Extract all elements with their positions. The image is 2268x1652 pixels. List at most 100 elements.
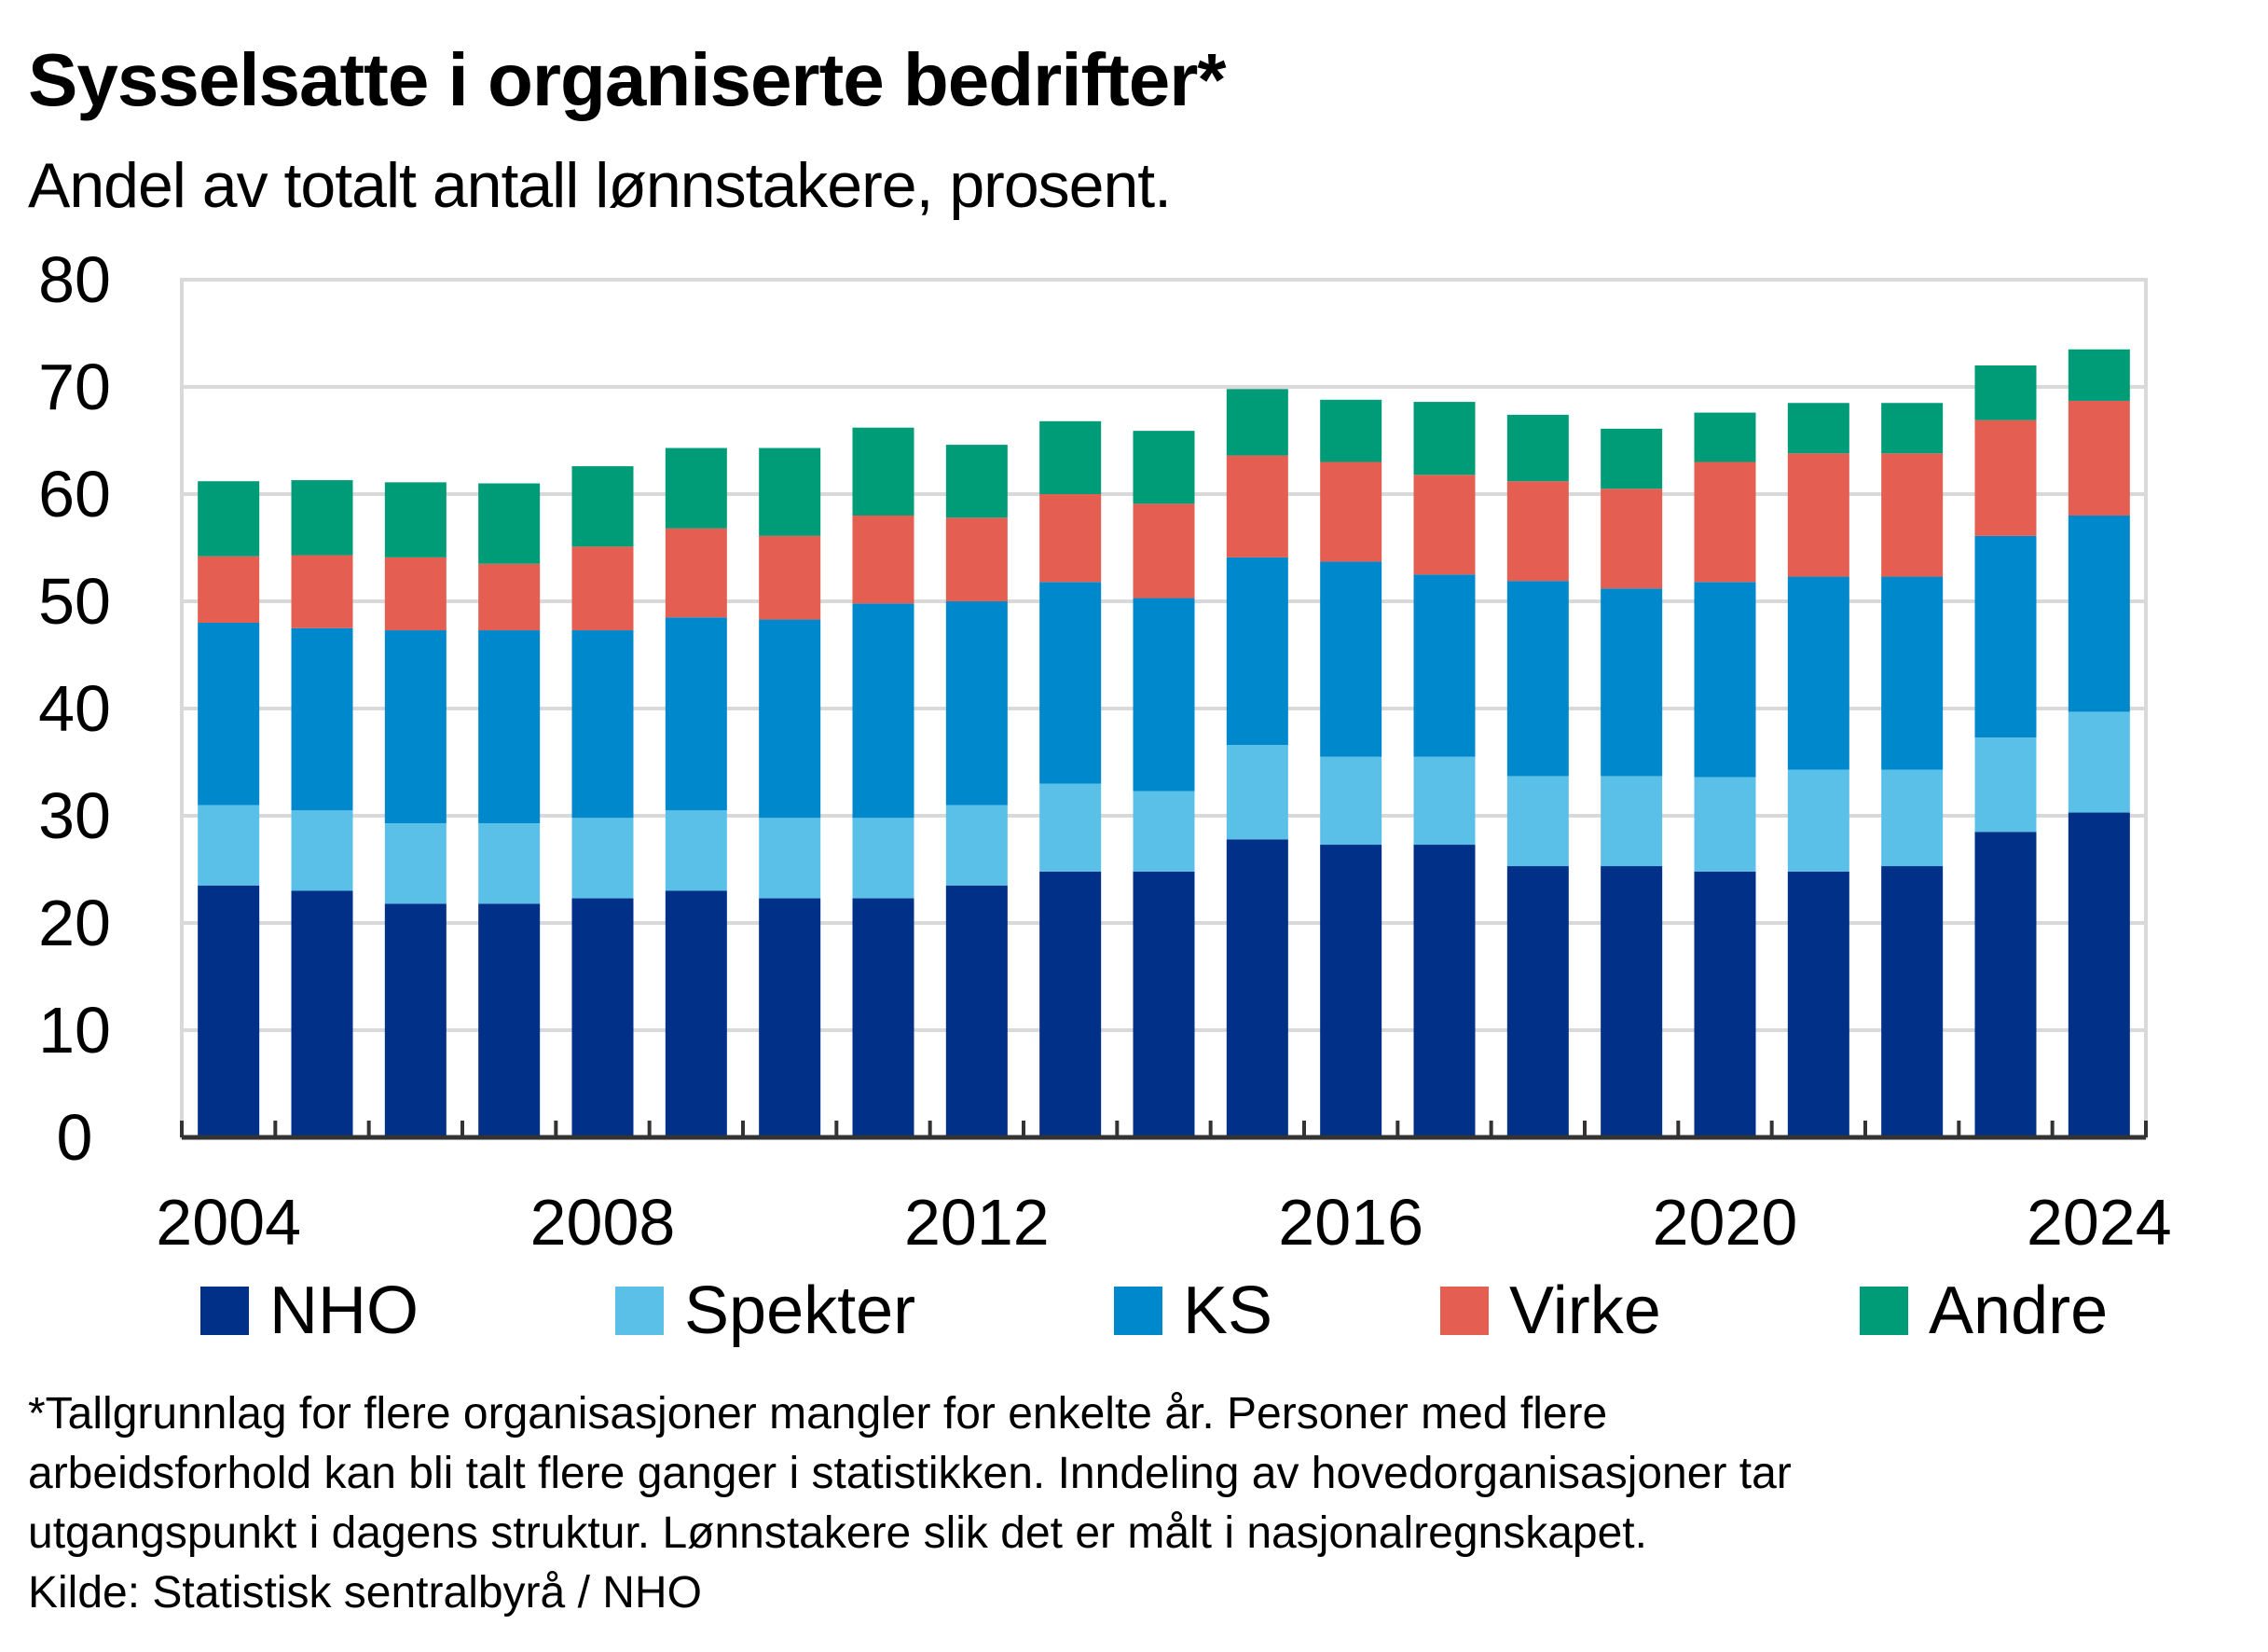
bar-nho-2012 <box>945 885 1008 1137</box>
bar-andre-2009 <box>665 447 727 529</box>
bar-virke-2016 <box>1320 461 1382 562</box>
x-tick-label-2004: 2004 <box>156 1186 301 1259</box>
bar-virke-2011 <box>852 516 914 604</box>
bar-spekter-2017 <box>1413 756 1476 846</box>
legend-label: Andre <box>1929 1273 2109 1348</box>
bar-andre-2010 <box>759 447 821 536</box>
bar-andre-2007 <box>478 483 541 564</box>
bar-ks-2020 <box>1694 582 1756 778</box>
bar-nho-2019 <box>1601 866 1663 1137</box>
bar-andre-2013 <box>1039 420 1102 494</box>
legend-swatch <box>615 1287 664 1335</box>
bar-andre-2015 <box>1226 389 1288 456</box>
y-tick-label: 50 <box>38 565 111 638</box>
bar-virke-2006 <box>384 557 447 631</box>
chart-subtitle: Andel av totalt antall lønnstakere, pros… <box>28 150 1172 221</box>
bar-nho-2011 <box>852 898 914 1137</box>
bar-ks-2016 <box>1320 561 1382 757</box>
bar-ks-2011 <box>852 603 914 819</box>
legend-swatch <box>1114 1287 1162 1335</box>
bar-spekter-2014 <box>1133 791 1195 872</box>
bar-ks-2004 <box>198 623 260 805</box>
bar-virke-2020 <box>1694 461 1756 583</box>
bar-virke-2024 <box>2068 400 2130 516</box>
bar-virke-2022 <box>1881 453 1944 577</box>
legend-label: Spekter <box>684 1273 916 1348</box>
legend-item-virke: Virke <box>1440 1273 1661 1349</box>
bar-virke-2023 <box>1974 420 2037 536</box>
bar-virke-2013 <box>1039 494 1102 583</box>
x-tick-label-2008: 2008 <box>530 1186 676 1259</box>
bar-virke-2012 <box>945 517 1008 601</box>
bar-andre-2008 <box>571 466 634 547</box>
y-tick-label: 10 <box>38 994 111 1067</box>
bar-nho-2016 <box>1320 845 1382 1137</box>
bar-andre-2012 <box>945 445 1008 518</box>
bar-nho-2022 <box>1881 866 1944 1137</box>
bar-spekter-2019 <box>1601 776 1663 867</box>
bar-spekter-2023 <box>1974 737 2037 833</box>
footnote-line: Kilde: Statistisk sentralbyrå / NHO <box>28 1568 702 1618</box>
bar-nho-2013 <box>1039 871 1102 1137</box>
bar-virke-2015 <box>1226 455 1288 558</box>
bar-andre-2023 <box>1974 365 2037 420</box>
bar-andre-2018 <box>1506 414 1569 482</box>
bar-spekter-2009 <box>665 810 727 891</box>
bar-ks-2019 <box>1601 588 1663 777</box>
bar-ks-2009 <box>665 617 727 811</box>
bar-nho-2024 <box>2068 812 2130 1137</box>
legend-swatch <box>1440 1287 1489 1335</box>
bar-nho-2006 <box>384 903 447 1137</box>
bar-andre-2021 <box>1787 403 1849 454</box>
bar-spekter-2013 <box>1039 783 1102 872</box>
x-tick-label-2016: 2016 <box>1278 1186 1423 1259</box>
bar-spekter-2021 <box>1787 769 1849 872</box>
footnote-line: utgangspunkt i dagens struktur. Lønnstak… <box>28 1508 1647 1558</box>
bar-nho-2008 <box>571 898 634 1137</box>
y-tick-label: 40 <box>38 672 111 745</box>
bar-spekter-2012 <box>945 805 1008 886</box>
bar-andre-2022 <box>1881 403 1944 454</box>
legend-label: KS <box>1183 1273 1273 1348</box>
legend-swatch <box>1860 1287 1908 1335</box>
stacked-bar-chart: 0 10 20 30 40 50 60 70 80 2004 2008 2012 2016 2020 202… <box>38 243 2172 1259</box>
bar-ks-2013 <box>1039 582 1102 784</box>
bar-virke-2010 <box>759 535 821 620</box>
legend-item-andre: Andre <box>1860 1273 2108 1349</box>
bar-spekter-2006 <box>384 823 447 904</box>
legend-label: Virke <box>1509 1273 1661 1348</box>
bar-spekter-2022 <box>1881 769 1944 867</box>
bar-spekter-2008 <box>571 818 634 899</box>
bar-spekter-2016 <box>1320 756 1382 846</box>
bar-andre-2016 <box>1320 399 1382 462</box>
bar-nho-2010 <box>759 898 821 1137</box>
x-tick-label-2012: 2012 <box>904 1186 1050 1259</box>
bar-spekter-2007 <box>478 823 541 904</box>
bar-ks-2018 <box>1506 581 1569 777</box>
y-tick-label: 20 <box>38 887 111 959</box>
y-tick-label: 80 <box>38 243 111 316</box>
bar-andre-2019 <box>1601 428 1663 489</box>
bar-virke-2019 <box>1601 489 1663 589</box>
bar-spekter-2020 <box>1694 777 1756 872</box>
legend: NHO Spekter KS Virke Andre <box>0 1273 2268 1356</box>
bar-andre-2005 <box>291 480 353 556</box>
bar-nho-2009 <box>665 890 727 1137</box>
bar-nho-2014 <box>1133 871 1195 1137</box>
bar-spekter-2010 <box>759 818 821 899</box>
bar-nho-2005 <box>291 890 353 1137</box>
bar-spekter-2004 <box>198 805 260 886</box>
footnote: *Tallgrunnlag for flere organisasjoner m… <box>28 1384 2256 1623</box>
bar-virke-2008 <box>571 546 634 631</box>
bar-ks-2006 <box>384 630 447 824</box>
y-tick-label: 60 <box>38 458 111 530</box>
bar-ks-2012 <box>945 601 1008 805</box>
x-tick-label-2020: 2020 <box>1653 1186 1798 1259</box>
bar-spekter-2005 <box>291 810 353 891</box>
bar-ks-2008 <box>571 630 634 819</box>
footnote-line: arbeidsforhold kan bli talt flere ganger… <box>28 1449 1792 1498</box>
footnote-line: *Tallgrunnlag for flere organisasjoner m… <box>28 1389 1608 1439</box>
bar-virke-2021 <box>1787 453 1849 577</box>
bar-nho-2007 <box>478 903 541 1137</box>
bar-spekter-2015 <box>1226 745 1288 840</box>
